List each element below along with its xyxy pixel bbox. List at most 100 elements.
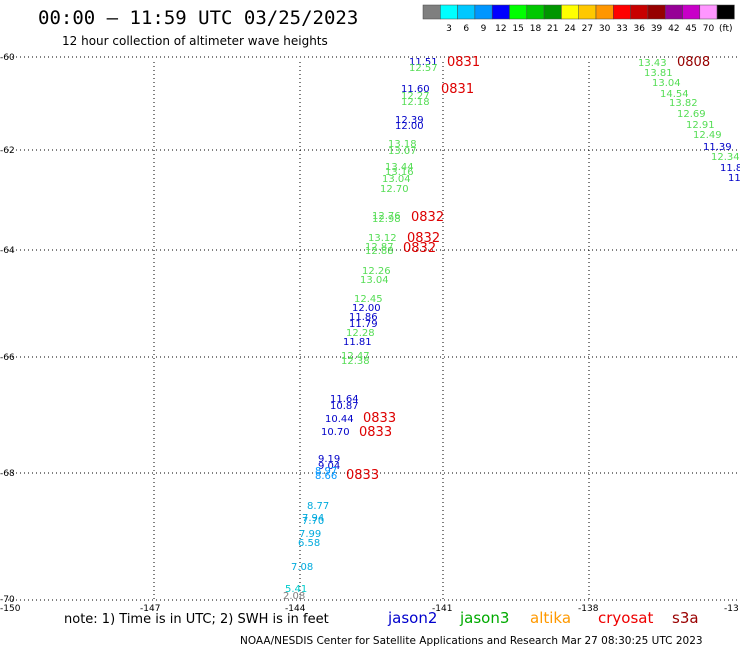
wave-height-label: 12.47 <box>341 351 370 362</box>
wave-height-label: 12.34 <box>711 152 740 163</box>
legend-swatch <box>526 4 545 20</box>
pass-time-label: 0833 <box>346 468 379 483</box>
legend-swatch <box>647 4 666 20</box>
wave-height-label: 12.00 <box>352 303 381 314</box>
legend-swatch <box>699 4 718 20</box>
wave-height-label: 12.27 <box>401 91 430 102</box>
lon-tick-label: -138 <box>578 604 599 614</box>
legend-label: 3 <box>446 24 452 34</box>
wave-height-label: 12.88 <box>365 246 394 257</box>
wave-height-label: 12.87 <box>365 242 394 253</box>
wave-height-label: 8.66 <box>315 471 337 482</box>
legend-swatch <box>561 4 579 20</box>
wave-height-label: 5.41 <box>285 584 307 595</box>
wave-height-label: 10.87 <box>330 401 359 412</box>
wave-height-label: 12.91 <box>686 120 715 131</box>
legend-label: 6 <box>463 24 469 34</box>
pass-time-label: 0831 <box>447 55 480 70</box>
wave-height-label: 12.45 <box>354 294 383 305</box>
pass-time-label: 0831 <box>441 82 474 97</box>
legend-label: 21 <box>547 24 558 34</box>
wave-height-label: 13.04 <box>382 174 411 185</box>
wave-height-label: 13.16 <box>385 167 414 178</box>
lat-tick-label: -70 <box>0 595 15 605</box>
wave-height-label: 13.82 <box>669 98 698 109</box>
lon-tick-label: -147 <box>140 604 160 614</box>
wave-height-label: 10.70 <box>321 427 350 438</box>
lon-tick-label: -141 <box>432 604 452 614</box>
wave-height-label: 8.97 <box>315 466 337 477</box>
wave-height-label: 11 <box>728 173 740 184</box>
wave-height-label: 12.18 <box>401 97 430 108</box>
mission-jason3: jason3 <box>460 609 510 627</box>
wave-height-label: 11.8 <box>720 163 740 174</box>
mission-s3a: s3a <box>672 609 699 627</box>
pass-time-label: 0808 <box>677 55 710 70</box>
legend-label: 70 <box>703 24 715 34</box>
wave-height-label: 11.64 <box>330 394 359 405</box>
wave-height-label: 9.19 <box>318 454 340 465</box>
wave-height-label: 2.08 <box>283 591 305 602</box>
wave-height-label: 12.00 <box>395 121 424 132</box>
legend-swatch <box>474 4 493 20</box>
legend-label: 33 <box>616 24 627 34</box>
wave-height-label: 10.44 <box>325 414 354 425</box>
color-scale-legend: 3 6 9 12 15 18 21 24 27 30 33 36 39 42 45 70 (ft) <box>422 4 735 34</box>
wave-height-label: 13.04 <box>652 78 681 89</box>
wave-height-label: 11.39 <box>703 142 732 153</box>
wave-height-label: 11.86 <box>349 312 378 323</box>
legend-swatch <box>457 4 476 20</box>
wave-height-label: 12.28 <box>346 328 375 339</box>
wave-height-label: 8.77 <box>307 501 329 512</box>
legend-unit-label: (ft) <box>719 24 733 34</box>
legend-label: 24 <box>564 24 576 34</box>
lat-tick-label: -62 <box>0 146 15 156</box>
wave-height-label: 12.49 <box>693 130 722 141</box>
wave-height-label: 12.98 <box>372 214 401 225</box>
legend-swatch <box>613 4 631 20</box>
lon-tick-label: -144 <box>285 604 306 614</box>
legend-swatch <box>509 4 528 20</box>
legend-swatch <box>716 4 735 20</box>
footer-credit: NOAA/NESDIS Center for Satellite Applica… <box>240 635 703 647</box>
legend-swatch <box>664 4 683 20</box>
wave-height-label: 12.69 <box>677 109 706 120</box>
lon-tick-label: -150 <box>0 604 21 614</box>
wave-height-label: 13.44 <box>385 162 414 173</box>
wave-height-label: 11.81 <box>343 337 372 348</box>
legend-swatch <box>682 4 701 20</box>
wave-height-label: 12.70 <box>380 184 409 195</box>
legend-label: 18 <box>530 24 542 34</box>
legend-label: 12 <box>495 24 506 34</box>
wave-height-label: 13.18 <box>388 139 417 150</box>
wave-height-label: 12.39 <box>395 115 424 126</box>
legend-label: 36 <box>634 24 646 34</box>
wave-height-label: 7.99 <box>299 529 321 540</box>
wave-height-label: 14.54 <box>660 89 689 100</box>
axis-tick-labels: -150 -147 -144 -141 -138 -13 -60 -62 -64 -66 -68 -7… <box>0 53 739 614</box>
legend-label: 27 <box>582 24 593 34</box>
wave-height-label: 13.81 <box>644 68 673 79</box>
lat-tick-label: -66 <box>0 353 15 363</box>
wave-height-label: 7.70 <box>302 516 324 527</box>
legend-label: 45 <box>685 24 696 34</box>
legend-label: 42 <box>668 24 679 34</box>
page-title: 00:00 – 11:59 UTC 03/25/2023 <box>38 7 359 29</box>
wave-height-label: 11.60 <box>401 84 430 95</box>
mission-altika: altika <box>530 609 572 627</box>
legend-swatch <box>543 4 562 20</box>
pass-time-label: 0833 <box>363 411 396 426</box>
pass-time-label: 0832 <box>407 231 440 246</box>
lat-tick-label: -64 <box>0 246 15 256</box>
pass-time-label: 0832 <box>411 210 444 225</box>
pass-time-label: 0833 <box>359 425 392 440</box>
lat-tick-label: -60 <box>0 53 15 63</box>
wave-height-label: 13.43 <box>638 58 667 69</box>
lon-tick-label: -13 <box>724 604 739 614</box>
legend-swatch <box>422 4 441 20</box>
legend-swatch <box>630 4 649 20</box>
mission-cryosat: cryosat <box>598 609 654 627</box>
footer-note: note: 1) Time is in UTC; 2) SWH is in fe… <box>64 612 329 627</box>
